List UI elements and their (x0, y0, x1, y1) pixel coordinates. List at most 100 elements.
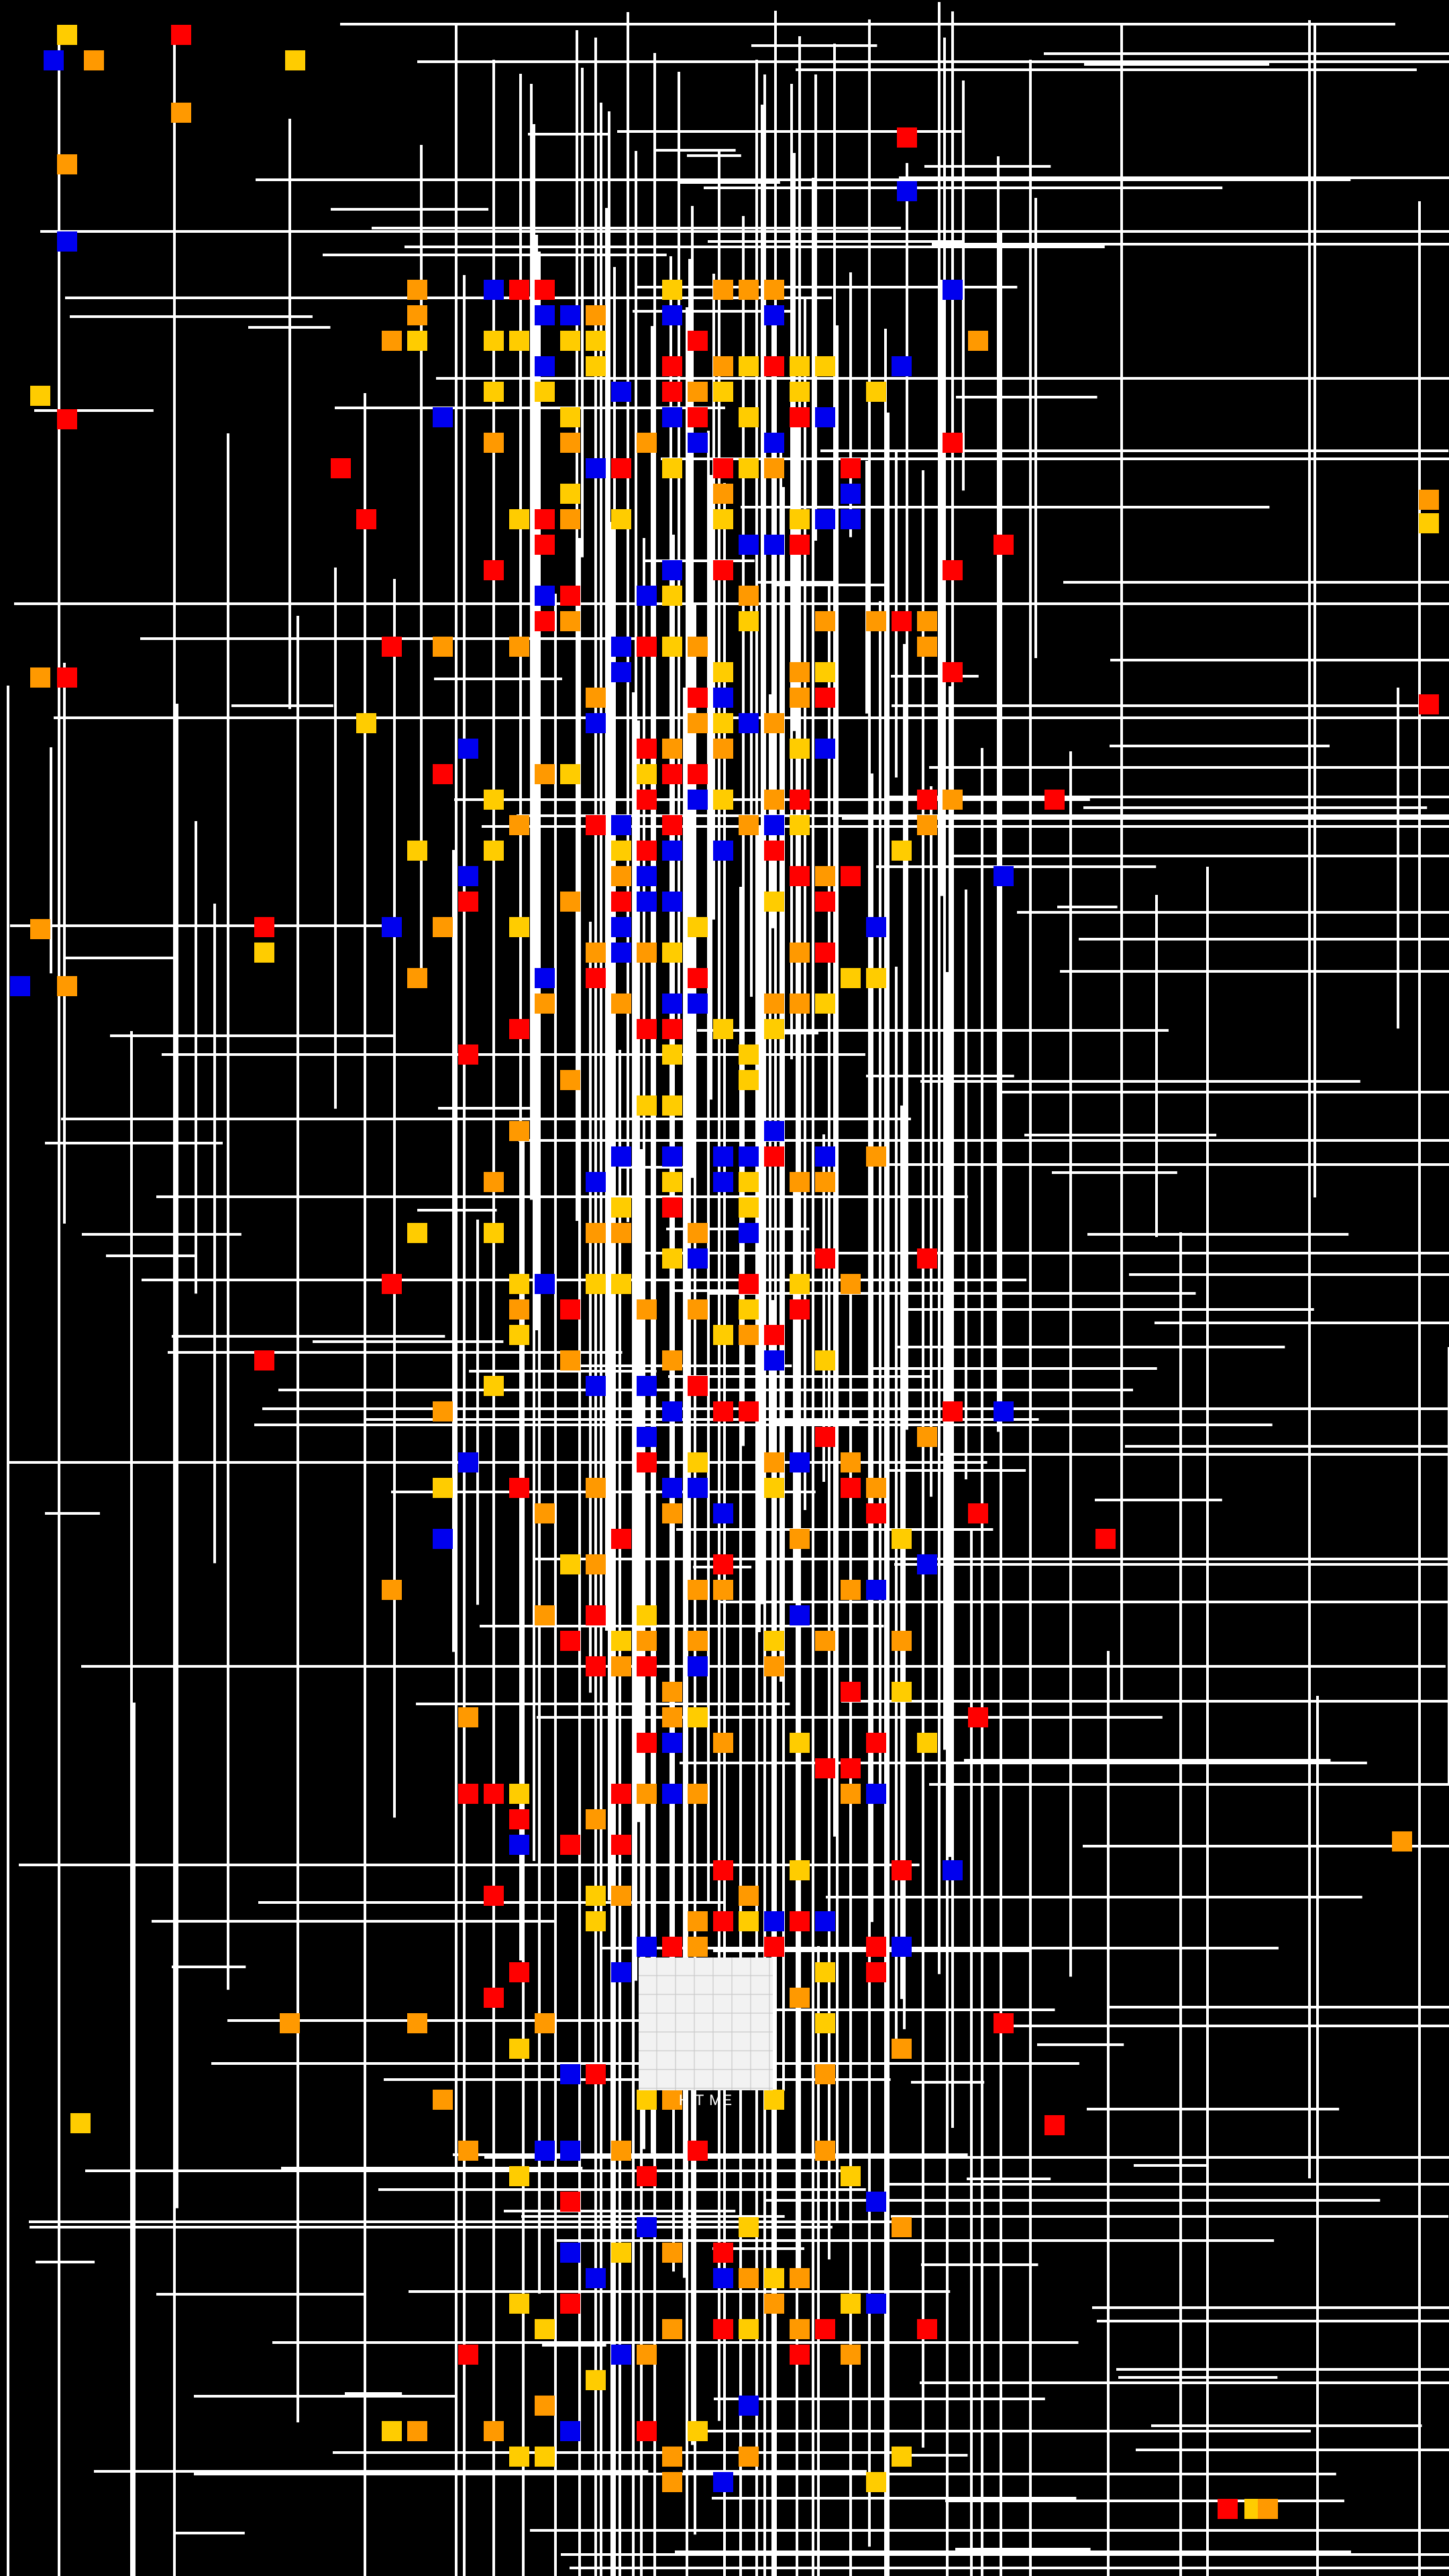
circuit-node (535, 509, 555, 529)
circuit-node (458, 1707, 478, 1727)
circuit-node (1392, 1831, 1412, 1851)
circuit-node (637, 892, 657, 912)
circuit-node (688, 764, 708, 784)
circuit-node (637, 764, 657, 784)
circuit-node (841, 1452, 861, 1472)
circuit-node (637, 1427, 657, 1447)
circuit-node (509, 1274, 529, 1294)
circuit-node (560, 892, 580, 912)
circuit-node (790, 382, 810, 402)
circuit-node (713, 2268, 733, 2288)
circuit-node (790, 1860, 810, 1880)
circuit-node (866, 1784, 886, 1804)
circuit-node (57, 976, 77, 996)
circuit-node (841, 509, 861, 529)
circuit-node (637, 866, 657, 886)
circuit-node (484, 1988, 504, 2008)
circuit-node (586, 458, 606, 478)
circuit-node (841, 1682, 861, 1702)
circuit-node (688, 917, 708, 937)
circuit-node (458, 1452, 478, 1472)
circuit-node (637, 2345, 657, 2365)
hit-me-target[interactable] (639, 1957, 773, 2090)
circuit-node (866, 1146, 886, 1167)
circuit-node (57, 231, 77, 252)
circuit-node (586, 1911, 606, 1931)
circuit-node (688, 637, 708, 657)
circuit-node (560, 1554, 580, 1574)
circuit-node (535, 1605, 555, 1625)
circuit-node (1218, 2499, 1238, 2519)
circuit-node (560, 764, 580, 784)
circuit-node (1419, 513, 1439, 533)
circuit-node (407, 1223, 427, 1243)
circuit-node (790, 1733, 810, 1753)
circuit-node (637, 1937, 657, 1957)
circuit-node (586, 1274, 606, 1294)
circuit-node (739, 535, 759, 555)
circuit-node (586, 1656, 606, 1676)
circuit-node (815, 892, 835, 912)
circuit-node (897, 127, 917, 148)
circuit-node (458, 892, 478, 912)
circuit-node (764, 1146, 784, 1167)
circuit-node (586, 713, 606, 733)
circuit-node (535, 305, 555, 325)
circuit-node (713, 1325, 733, 1345)
circuit-node (611, 1529, 631, 1549)
circuit-node (815, 2141, 835, 2161)
circuit-node (841, 2294, 861, 2314)
circuit-node (764, 1937, 784, 1957)
circuit-node (815, 739, 835, 759)
circuit-node (280, 2013, 300, 2033)
circuit-node (739, 2319, 759, 2339)
circuit-node (586, 1223, 606, 1243)
circuit-node (866, 2192, 886, 2212)
circuit-node (917, 1733, 937, 1753)
circuit-node (560, 1299, 580, 1320)
circuit-node (815, 1248, 835, 1269)
circuit-node (764, 433, 784, 453)
circuit-node (943, 433, 963, 453)
circuit-node (841, 1274, 861, 1294)
circuit-node (535, 968, 555, 988)
circuit-node (1419, 694, 1439, 714)
circuit-node (637, 943, 657, 963)
circuit-node (662, 1197, 682, 1218)
circuit-node (815, 1911, 835, 1931)
circuit-node (484, 382, 504, 402)
circuit-node (790, 1605, 810, 1625)
circuit-node (662, 382, 682, 402)
circuit-node (841, 866, 861, 886)
circuit-node (637, 433, 657, 453)
circuit-node (739, 458, 759, 478)
circuit-node (764, 356, 784, 376)
circuit-node (611, 458, 631, 478)
circuit-node (764, 841, 784, 861)
circuit-node (509, 1325, 529, 1345)
circuit-node (611, 662, 631, 682)
circuit-node (331, 458, 351, 478)
circuit-node (815, 509, 835, 529)
circuit-node (688, 1248, 708, 1269)
circuit-node (815, 2064, 835, 2084)
circuit-node (943, 1860, 963, 1880)
circuit-node (739, 1274, 759, 1294)
circuit-node (637, 1656, 657, 1676)
circuit-node (611, 2345, 631, 2365)
circuit-node (662, 764, 682, 784)
circuit-node (560, 2294, 580, 2314)
circuit-node (535, 764, 555, 784)
circuit-node (57, 154, 77, 174)
circuit-node (790, 866, 810, 886)
circuit-node (688, 331, 708, 351)
circuit-node (688, 1452, 708, 1472)
circuit-node (764, 280, 784, 300)
circuit-node (739, 1197, 759, 1218)
circuit-node (509, 331, 529, 351)
circuit-node (662, 739, 682, 759)
circuit-node (892, 1860, 912, 1880)
circuit-node (662, 407, 682, 427)
circuit-node (739, 1070, 759, 1090)
